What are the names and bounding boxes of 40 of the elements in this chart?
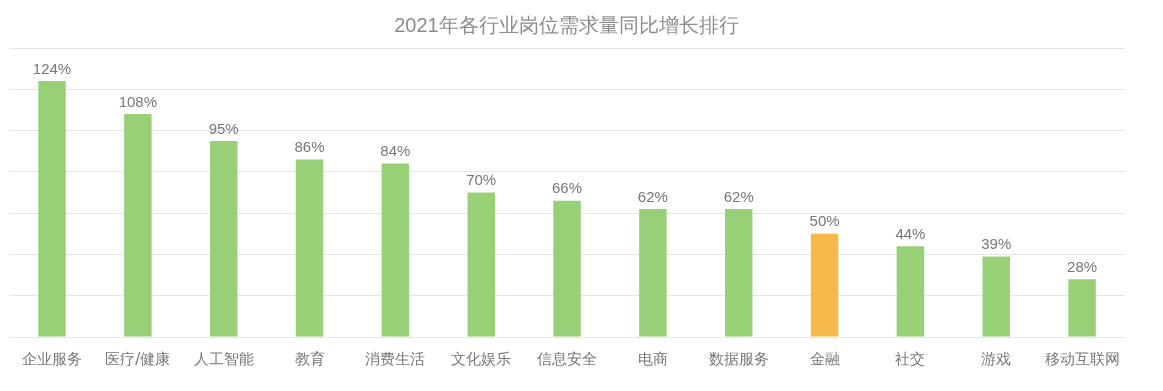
data-label: 86% (294, 138, 325, 156)
x-tick-label: 消费生活 (365, 349, 426, 368)
x-tick-label: 文化娱乐 (451, 349, 512, 368)
data-label: 62% (723, 187, 754, 205)
x-tick-label: 信息安全 (537, 349, 598, 368)
data-label: 50% (809, 212, 840, 230)
x-tick-label: 电商 (637, 349, 668, 368)
data-label: 108% (118, 92, 158, 110)
bar (553, 200, 581, 337)
bar (209, 140, 238, 337)
x-tick-label: 教育 (294, 349, 325, 368)
x-tick-label: 金融 (809, 349, 840, 368)
bar (982, 256, 1010, 337)
bar (38, 81, 66, 337)
x-tick-label: 游戏 (981, 349, 1012, 368)
data-label: 84% (380, 142, 411, 160)
bar (896, 246, 925, 337)
data-label: 44% (895, 224, 926, 242)
data-label: 95% (208, 119, 239, 137)
x-tick-label: 人工智能 (193, 349, 254, 368)
bar (639, 209, 667, 337)
x-tick-label: 医疗/健康 (105, 349, 171, 368)
x-tick-label: 移动互联网 (1044, 349, 1120, 368)
data-label: 39% (981, 235, 1012, 253)
data-label: 62% (637, 187, 668, 205)
bar (381, 163, 410, 337)
bar (724, 209, 753, 337)
bar (124, 114, 152, 337)
bar (467, 192, 495, 337)
x-tick-label: 企业服务 (22, 349, 82, 368)
data-label: 124% (32, 59, 72, 77)
data-label: 70% (466, 171, 497, 189)
data-label: 28% (1067, 257, 1098, 275)
x-tick-label: 数据服务 (708, 349, 769, 368)
chart-title: 2021年各行业岗位需求量同比增长排行 (394, 13, 739, 36)
bar (1068, 279, 1096, 337)
bar (810, 233, 839, 337)
bar (295, 159, 324, 337)
data-label: 66% (552, 179, 583, 197)
x-tick-label: 社交 (895, 349, 926, 368)
